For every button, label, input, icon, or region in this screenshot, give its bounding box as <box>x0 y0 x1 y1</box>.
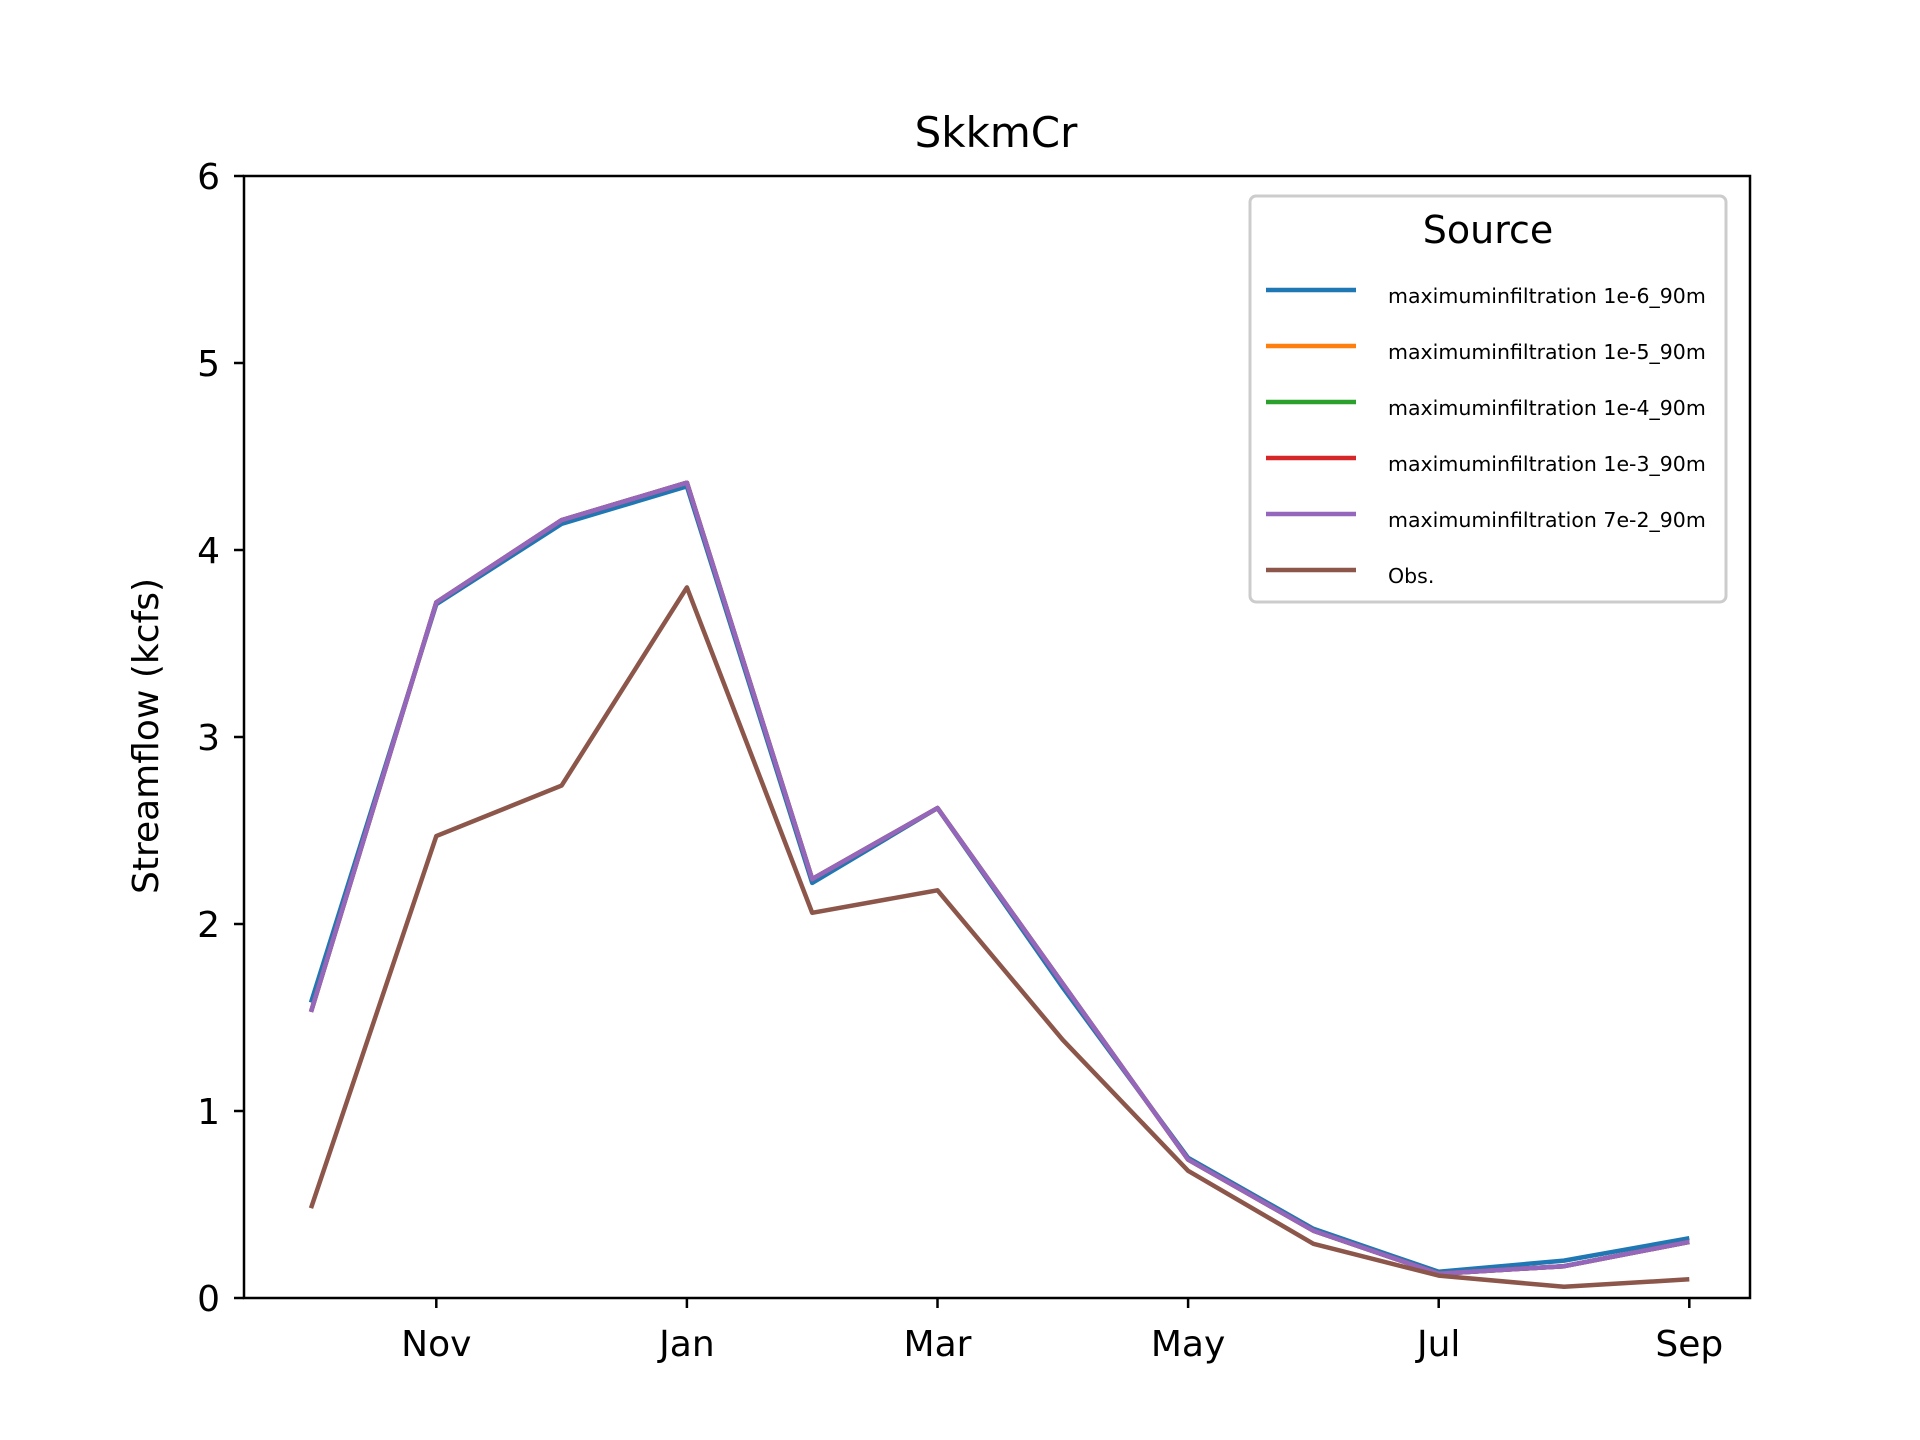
series-line-4 <box>308 480 1690 1276</box>
legend-entries: maximuminfiltration 1e-6_90m maximuminfil… <box>1266 284 1706 588</box>
legend-title: Source <box>1423 208 1554 252</box>
x-tick-label: Nov <box>401 1324 471 1365</box>
legend-label-2: maximuminfiltration 1e-4_90m <box>1388 396 1706 421</box>
y-tick-label: 0 <box>197 1279 220 1320</box>
x-tick-label: Jan <box>657 1324 715 1365</box>
axes-layer: 0 1 2 3 4 5 6 Nov Jan Mar May Jul Sep <box>197 157 1752 1365</box>
plot-area: 0 1 2 3 4 5 6 Nov Jan Mar May Jul Sep <box>197 157 1752 1365</box>
y-tick-label: 5 <box>197 344 220 385</box>
y-tick-label: 3 <box>197 718 220 759</box>
legend: Source maximuminfiltration 1e-6_90mmaxim… <box>1248 194 1728 604</box>
legend-label-0: maximuminfiltration 1e-6_90m <box>1388 284 1706 309</box>
y-tick-label: 4 <box>197 531 220 572</box>
y-axis-label: Streamflow (kcfs) <box>126 578 167 894</box>
x-tick-label: May <box>1151 1324 1225 1365</box>
y-tick-label: 1 <box>197 1092 220 1133</box>
series-line-5 <box>308 585 1690 1290</box>
legend-label-5: Obs. <box>1388 564 1434 588</box>
x-tick-label: Sep <box>1655 1324 1723 1365</box>
legend-label-3: maximuminfiltration 1e-3_90m <box>1388 452 1706 477</box>
legend-frame <box>1248 194 1728 604</box>
chart-title: SkkmCr <box>915 108 1079 157</box>
y-tick-label: 2 <box>197 905 220 946</box>
series-layer <box>308 480 1690 1290</box>
x-tick-label: Mar <box>904 1324 972 1365</box>
legend-label-4: maximuminfiltration 7e-2_90m <box>1388 508 1706 533</box>
legend-label-1: maximuminfiltration 1e-5_90m <box>1388 340 1706 365</box>
y-tick-label: 6 <box>197 157 220 198</box>
x-tick-label: Jul <box>1415 1324 1460 1365</box>
